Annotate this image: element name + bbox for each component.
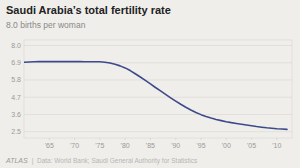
grid-line	[24, 114, 292, 115]
y-tick-label: 6.9	[11, 59, 21, 66]
x-tick-label: '75	[95, 142, 104, 149]
x-tick-label: '80	[121, 142, 130, 149]
x-tick-label: '70	[70, 142, 79, 149]
data-line	[24, 61, 287, 129]
y-tick-label: 3.6	[11, 111, 21, 118]
x-tick	[125, 138, 126, 140]
y-tick-label: 2.5	[11, 128, 21, 135]
x-tick-label: '65	[45, 142, 54, 149]
x-tick	[226, 138, 227, 140]
footer-note: ATLAS	[5, 157, 28, 164]
subtitle: 8.0 births per woman	[6, 20, 86, 30]
title: Saudi Arabia’s total fertility rate	[6, 4, 171, 16]
plot-area	[24, 61, 287, 129]
x-tick	[74, 138, 75, 140]
x-tick-label: '90	[171, 142, 180, 149]
x-tick-label: '00	[222, 142, 231, 149]
x-tick	[276, 138, 277, 140]
x-tick-label: '85	[146, 142, 155, 149]
x-tick-label: '05	[247, 142, 256, 149]
x-tick-label: '10	[272, 142, 281, 149]
y-tick-label: 5.8	[11, 76, 21, 83]
grid-line	[24, 97, 292, 98]
footer-note: | Data: World Bank; Saudi General Author…	[32, 157, 198, 165]
plot-frame	[24, 40, 292, 138]
x-tick-label: '95	[196, 142, 205, 149]
grid-line	[24, 79, 292, 80]
x-tick	[150, 138, 151, 140]
grid	[24, 45, 292, 131]
x-tick	[99, 138, 100, 140]
x-tick	[251, 138, 252, 140]
y-tick-label: 8.0	[11, 42, 21, 49]
x-tick	[175, 138, 176, 140]
x-tick	[49, 138, 50, 140]
grid-line	[24, 45, 292, 46]
y-tick-label: 4.7	[11, 94, 21, 101]
x-tick	[200, 138, 201, 140]
chart: Saudi Arabia’s total fertility rate 8.0 b…	[0, 0, 300, 168]
grid-line	[24, 131, 292, 132]
